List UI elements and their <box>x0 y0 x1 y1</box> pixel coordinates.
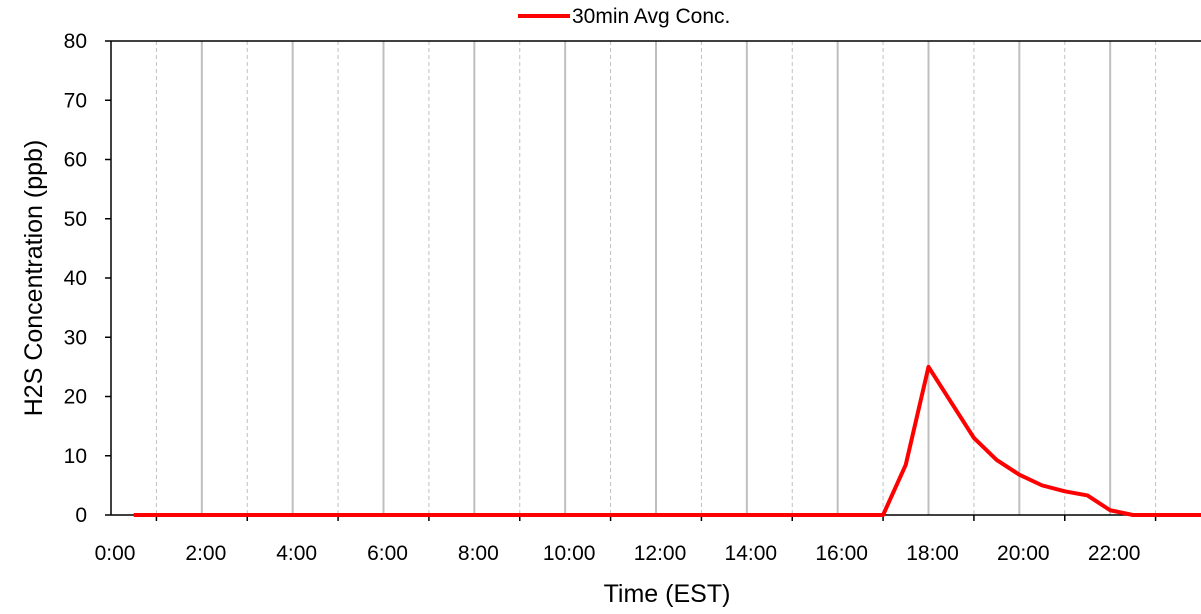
x-tick-label: 18:00 <box>906 542 959 565</box>
x-tick-label: 10:00 <box>543 542 596 565</box>
y-tick-label: 60 <box>64 149 87 172</box>
x-tick-label: 2:00 <box>185 542 226 565</box>
x-tick-label: 20:00 <box>997 542 1050 565</box>
x-tick-label: 4:00 <box>276 542 317 565</box>
y-tick-labels: 0 10 20 30 40 50 60 70 80 <box>64 30 87 527</box>
series-group <box>133 364 1201 517</box>
y-tick-label: 20 <box>64 386 87 409</box>
x-tick-label: 14:00 <box>725 542 778 565</box>
x-tick-label: 8:00 <box>458 542 499 565</box>
x-tick-labels: 0:00 2:00 4:00 6:00 8:00 10:00 12:00 14:00 16:00… <box>95 542 1141 565</box>
x-tick-label: 16:00 <box>815 542 868 565</box>
axes <box>105 40 1201 521</box>
y-tick-label: 30 <box>64 326 87 349</box>
y-tick-label: 40 <box>64 267 87 290</box>
y-tick-label: 70 <box>64 89 87 112</box>
grid-lines <box>155 41 1157 515</box>
y-axis-title: H2S Concentration (ppb) <box>20 140 48 417</box>
x-axis-title: Time (EST) <box>604 580 731 608</box>
x-tick-label: 12:00 <box>634 542 687 565</box>
legend-label: 30min Avg Conc. <box>572 5 730 28</box>
y-tick-label: 10 <box>64 445 87 468</box>
x-tick-label: 0:00 <box>95 542 136 565</box>
y-tick-label: 80 <box>64 30 87 53</box>
x-tick-label: 22:00 <box>1088 542 1141 565</box>
y-tick-label: 0 <box>75 504 87 527</box>
y-tick-label: 50 <box>64 208 87 231</box>
series-line-0 <box>133 364 1201 517</box>
legend: 30min Avg Conc. <box>518 5 730 28</box>
x-tick-label: 6:00 <box>367 542 408 565</box>
